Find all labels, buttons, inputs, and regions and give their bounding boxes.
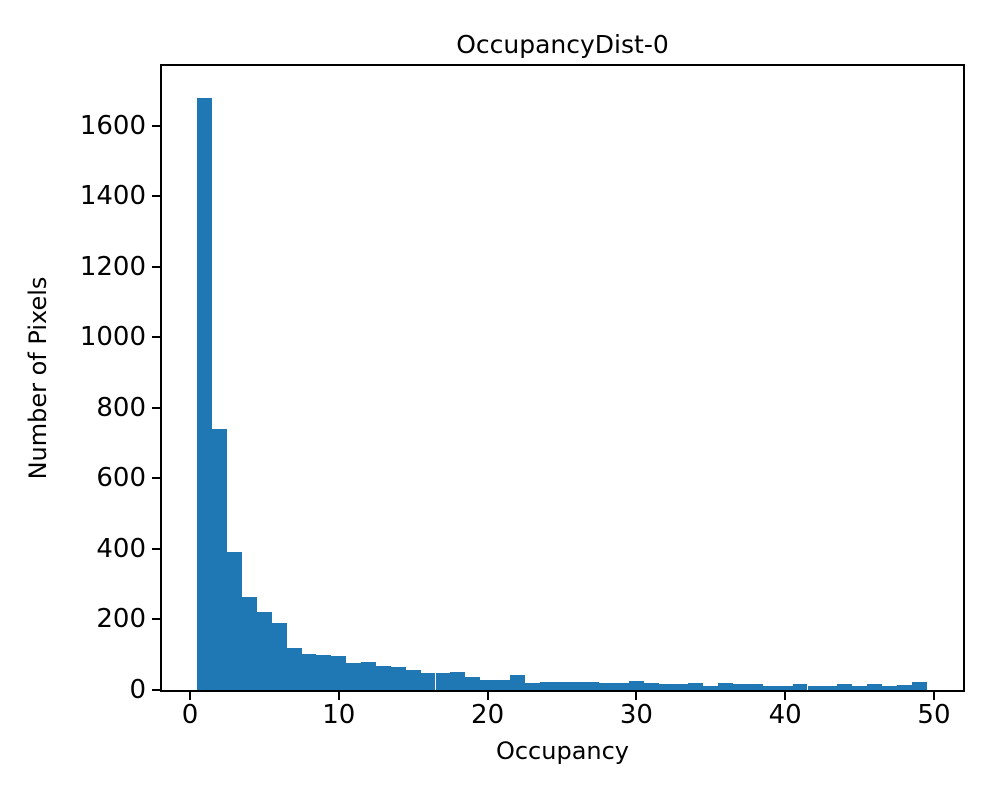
histogram-bar bbox=[837, 683, 853, 690]
y-tick-label: 1000 bbox=[79, 322, 146, 353]
histogram-bar bbox=[703, 686, 719, 690]
histogram-bar bbox=[242, 596, 257, 690]
histogram-bar bbox=[316, 654, 332, 690]
histogram-bar bbox=[435, 673, 451, 690]
y-axis-label: Number of Pixels bbox=[24, 276, 52, 480]
histogram-bar bbox=[614, 683, 629, 690]
histogram-bar bbox=[628, 680, 644, 690]
x-tick-label: 20 bbox=[471, 700, 505, 730]
plot-area bbox=[160, 64, 965, 692]
chart-title: OccupancyDist-0 bbox=[456, 30, 669, 59]
y-tick-label: 800 bbox=[96, 392, 146, 423]
y-tick-mark bbox=[152, 477, 160, 480]
histogram-bar bbox=[867, 684, 882, 690]
x-tick-mark bbox=[337, 692, 340, 700]
y-tick-mark bbox=[152, 547, 160, 550]
histogram-bar bbox=[747, 684, 763, 690]
histogram-bar bbox=[405, 669, 421, 690]
x-tick-label: 30 bbox=[619, 700, 653, 730]
histogram-bar bbox=[881, 685, 897, 690]
histogram-bar bbox=[256, 611, 272, 690]
histogram-bar bbox=[539, 681, 555, 690]
histogram-bar bbox=[346, 663, 362, 690]
histogram-bar bbox=[212, 429, 228, 690]
x-tick-label: 50 bbox=[917, 700, 951, 730]
y-tick-label: 400 bbox=[96, 533, 146, 564]
histogram-bar bbox=[271, 622, 287, 690]
y-tick-label: 1400 bbox=[79, 181, 146, 212]
x-tick-mark bbox=[635, 692, 638, 700]
y-tick-mark bbox=[152, 336, 160, 339]
x-tick-label: 10 bbox=[322, 700, 356, 730]
histogram-bar bbox=[375, 666, 391, 690]
histogram-bar bbox=[420, 673, 436, 690]
histogram-bar bbox=[807, 685, 823, 690]
histogram-bar bbox=[673, 684, 689, 690]
histogram-bar bbox=[197, 97, 213, 690]
x-tick-label: 40 bbox=[768, 700, 802, 730]
x-tick-mark bbox=[188, 692, 191, 700]
x-axis-label: Occupancy bbox=[495, 737, 630, 765]
y-tick-mark bbox=[152, 689, 160, 691]
histogram-bar bbox=[465, 677, 481, 690]
histogram-bar bbox=[896, 684, 912, 690]
histogram-bar bbox=[495, 680, 510, 690]
y-tick-label: 1200 bbox=[79, 251, 146, 282]
histogram-bar bbox=[688, 683, 704, 690]
y-tick-label: 600 bbox=[96, 463, 146, 494]
histogram-bar bbox=[911, 682, 927, 690]
histogram-bar bbox=[227, 551, 243, 690]
y-tick-mark bbox=[152, 618, 160, 621]
bars-layer bbox=[162, 66, 963, 690]
histogram-bar bbox=[643, 683, 659, 690]
histogram-bar bbox=[852, 685, 867, 690]
y-tick-mark bbox=[152, 265, 160, 268]
y-tick-mark bbox=[152, 195, 160, 198]
histogram-bar bbox=[792, 684, 808, 690]
x-tick-mark bbox=[486, 692, 489, 700]
histogram-bar bbox=[584, 681, 600, 690]
y-tick-mark bbox=[152, 406, 160, 409]
histogram-bar bbox=[286, 648, 302, 690]
histogram-bar bbox=[777, 685, 793, 690]
histogram-bar bbox=[569, 681, 585, 690]
histogram-bar bbox=[509, 674, 525, 690]
histogram-bar bbox=[450, 671, 466, 690]
x-tick-mark bbox=[784, 692, 787, 700]
histogram-bar bbox=[658, 684, 674, 690]
x-tick-mark bbox=[932, 692, 935, 700]
histogram-bar bbox=[390, 667, 406, 690]
histogram-bar bbox=[554, 681, 570, 690]
histogram-bar bbox=[599, 683, 615, 690]
x-tick-label: 0 bbox=[181, 700, 199, 730]
histogram-bar bbox=[361, 662, 376, 690]
histogram-bar bbox=[762, 686, 778, 690]
histogram-bar bbox=[733, 684, 748, 690]
histogram-bar bbox=[331, 656, 347, 690]
y-tick-label: 1600 bbox=[79, 110, 146, 141]
y-tick-mark bbox=[152, 124, 160, 127]
histogram-bar bbox=[524, 683, 540, 690]
y-tick-label: 0 bbox=[129, 675, 146, 705]
histogram-bar bbox=[822, 685, 838, 690]
y-tick-label: 200 bbox=[96, 604, 146, 635]
histogram-bar bbox=[480, 680, 495, 690]
histogram-bar bbox=[718, 683, 734, 690]
histogram-bar bbox=[301, 653, 317, 690]
